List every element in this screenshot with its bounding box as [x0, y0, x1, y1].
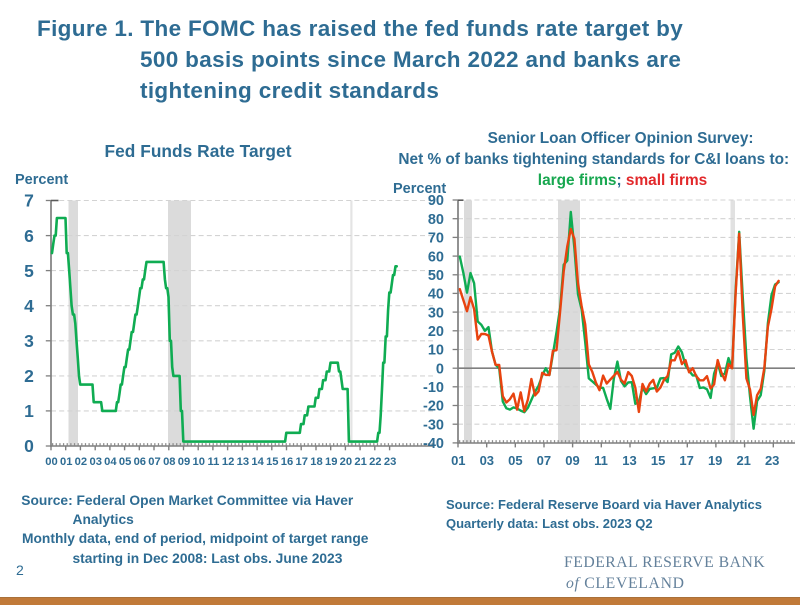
svg-text:04: 04 — [104, 456, 117, 468]
svg-text:22: 22 — [369, 456, 381, 468]
svg-text:12: 12 — [222, 456, 234, 468]
svg-text:02: 02 — [75, 456, 87, 468]
svg-text:00: 00 — [45, 456, 57, 468]
svg-text:16: 16 — [281, 456, 293, 468]
svg-text:17: 17 — [295, 456, 307, 468]
svg-text:06: 06 — [134, 456, 146, 468]
svg-text:-30: -30 — [423, 417, 444, 433]
svg-text:19: 19 — [325, 456, 337, 468]
svg-text:5: 5 — [24, 261, 34, 281]
svg-text:-40: -40 — [423, 436, 444, 452]
svg-text:07: 07 — [148, 456, 160, 468]
svg-text:01: 01 — [60, 456, 72, 468]
svg-text:80: 80 — [428, 212, 444, 228]
svg-text:19: 19 — [708, 453, 722, 468]
svg-text:60: 60 — [428, 249, 444, 265]
svg-text:7: 7 — [24, 191, 34, 211]
svg-text:70: 70 — [428, 231, 444, 247]
svg-text:1: 1 — [24, 401, 34, 421]
svg-text:20: 20 — [428, 324, 444, 340]
svg-text:09: 09 — [565, 453, 579, 468]
svg-text:6: 6 — [24, 226, 34, 246]
svg-text:40: 40 — [428, 287, 444, 303]
svg-text:90: 90 — [428, 193, 444, 209]
svg-text:20: 20 — [340, 456, 352, 468]
svg-text:21: 21 — [354, 456, 366, 468]
svg-text:23: 23 — [765, 453, 779, 468]
svg-text:23: 23 — [384, 456, 396, 468]
svg-text:2: 2 — [24, 366, 34, 386]
svg-text:50: 50 — [428, 268, 444, 284]
svg-text:13: 13 — [622, 453, 636, 468]
svg-text:3: 3 — [24, 331, 34, 351]
svg-text:11: 11 — [594, 453, 608, 468]
svg-text:18: 18 — [310, 456, 322, 468]
svg-text:15: 15 — [651, 453, 665, 468]
svg-text:03: 03 — [480, 453, 494, 468]
svg-text:05: 05 — [508, 453, 522, 468]
svg-text:10: 10 — [192, 456, 204, 468]
svg-text:0: 0 — [24, 436, 34, 456]
svg-text:13: 13 — [237, 456, 249, 468]
svg-text:-20: -20 — [423, 399, 444, 415]
svg-text:14: 14 — [251, 456, 264, 468]
svg-text:21: 21 — [736, 453, 750, 468]
svg-text:4: 4 — [24, 296, 34, 316]
svg-text:0: 0 — [436, 361, 444, 377]
svg-text:01: 01 — [451, 453, 465, 468]
svg-text:08: 08 — [163, 456, 175, 468]
svg-text:-10: -10 — [423, 380, 444, 396]
svg-text:07: 07 — [537, 453, 551, 468]
svg-text:15: 15 — [266, 456, 278, 468]
svg-text:10: 10 — [428, 343, 444, 359]
svg-text:11: 11 — [207, 456, 219, 468]
svg-text:09: 09 — [178, 456, 190, 468]
svg-text:05: 05 — [119, 456, 131, 468]
svg-text:30: 30 — [428, 305, 444, 321]
svg-text:03: 03 — [89, 456, 101, 468]
svg-text:17: 17 — [679, 453, 693, 468]
